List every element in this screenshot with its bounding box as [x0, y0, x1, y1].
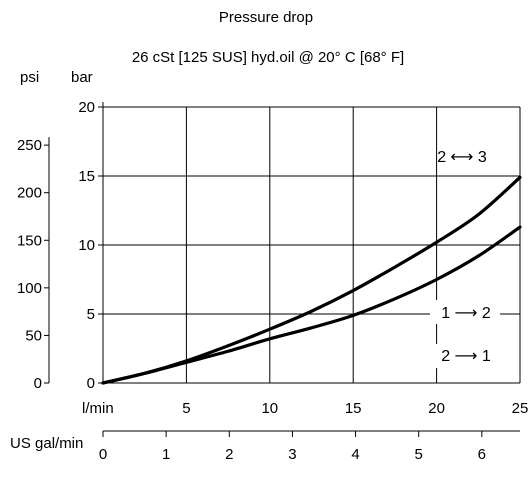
series-line-2	[101, 225, 522, 385]
psi-tick-label-100: 100	[17, 280, 42, 297]
x-tick-label-20: 20	[428, 400, 445, 417]
x-tick-label-15: 15	[345, 400, 362, 417]
y-tick-label-20: 20	[78, 99, 95, 116]
y-axis-unit-label: bar	[71, 69, 93, 86]
svg-text:1 ⟶ 2: 1 ⟶ 2	[441, 305, 491, 322]
data-series	[101, 175, 522, 385]
svg-text:2 ⟶ 1: 2 ⟶ 1	[441, 348, 491, 365]
x-tick-label-10: 10	[261, 400, 278, 417]
x-tick-label-5: 5	[182, 400, 190, 417]
chart-title: Pressure drop	[219, 9, 313, 26]
y-tick-label-5: 5	[87, 306, 95, 323]
psi-tick-label-250: 250	[17, 137, 42, 154]
annotation-1-2: 1 ⟶ 2	[430, 300, 500, 324]
y-tick-label-15: 15	[78, 168, 95, 185]
svg-text:2 ⟷ 3: 2 ⟷ 3	[437, 149, 487, 166]
axes	[44, 102, 520, 437]
psi-tick-label-0: 0	[34, 375, 42, 392]
annotation-2-1: 2 ⟶ 1	[430, 344, 500, 368]
chart-subtitle: 26 cSt [125 SUS] hyd.oil @ 20° C [68° F]	[132, 49, 404, 66]
gpm-tick-label-1: 1	[162, 446, 170, 463]
x-tick-label-25: 25	[512, 400, 529, 417]
x-secondary-unit-label: US gal/min	[10, 435, 83, 452]
psi-tick-label-200: 200	[17, 185, 42, 202]
y-tick-label-0: 0	[87, 375, 95, 392]
gpm-tick-label-5: 5	[415, 446, 423, 463]
gpm-tick-label-2: 2	[225, 446, 233, 463]
x-axis-unit-label: l/min	[82, 400, 114, 417]
y-tick-label-10: 10	[78, 237, 95, 254]
gpm-tick-label-3: 3	[288, 446, 296, 463]
gpm-tick-label-4: 4	[351, 446, 359, 463]
psi-tick-label-150: 150	[17, 232, 42, 249]
psi-tick-label-50: 50	[25, 327, 42, 344]
y-secondary-unit-label: psi	[20, 69, 39, 86]
gpm-tick-label-6: 6	[478, 446, 486, 463]
gpm-tick-label-0: 0	[99, 446, 107, 463]
annotation-2-3: 2 ⟷ 3	[437, 149, 487, 166]
